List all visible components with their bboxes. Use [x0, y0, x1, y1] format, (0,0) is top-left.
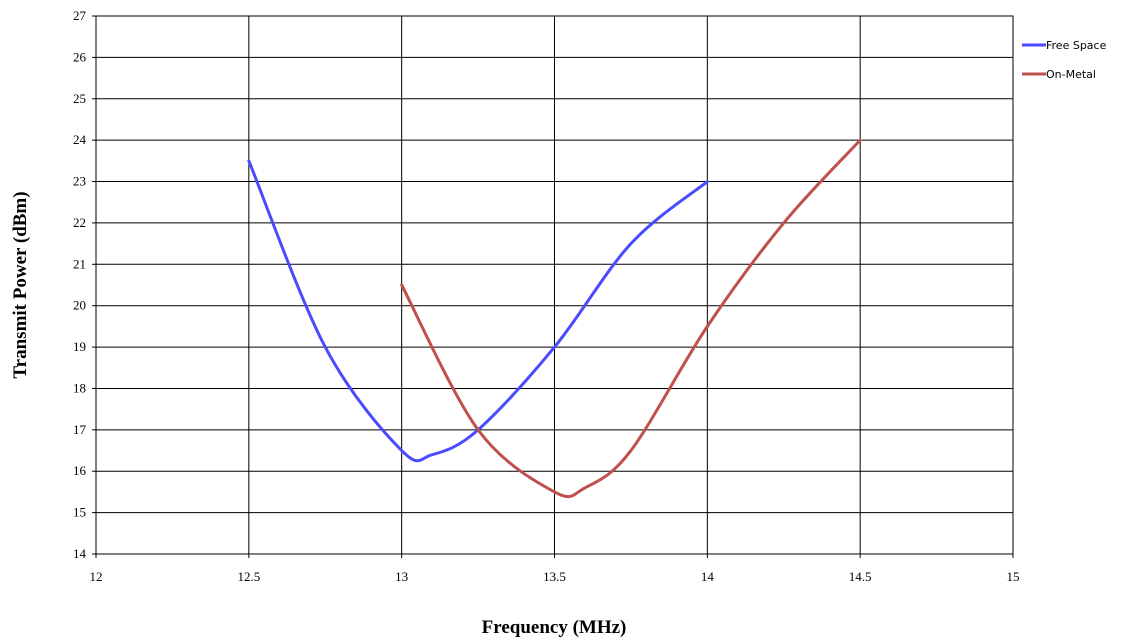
x-tick-label: 14.5 — [849, 569, 872, 584]
y-tick-label: 23 — [73, 174, 86, 189]
legend-label-free-space: Free Space — [1046, 39, 1107, 52]
legend-label-on-metal: On-Metal — [1046, 68, 1096, 81]
y-tick-label: 18 — [73, 380, 86, 395]
y-tick-label: 17 — [73, 422, 87, 437]
series-lines — [247, 138, 862, 499]
y-tick-label: 22 — [73, 215, 86, 230]
y-tick-label: 16 — [73, 463, 87, 478]
y-tick-label: 21 — [73, 256, 86, 271]
plot-border — [95, 15, 1014, 555]
y-tick-label: 20 — [73, 298, 86, 313]
y-tick-label: 26 — [73, 49, 87, 64]
y-tick-label: 25 — [73, 91, 86, 106]
x-tick-label: 15 — [1007, 569, 1020, 584]
x-tick-label: 12.5 — [237, 569, 260, 584]
y-tick-label: 15 — [73, 505, 86, 520]
x-tick-label: 14 — [701, 569, 715, 584]
x-axis-ticks: 12 12.5 13 13.5 14 14.5 15 — [90, 554, 1020, 584]
y-tick-label: 19 — [73, 339, 86, 354]
series-line-free-space — [247, 159, 709, 463]
y-axis-title: Transmit Power (dBm) — [10, 191, 31, 378]
y-tick-label: 14 — [73, 546, 87, 561]
y-axis-ticks: 14 15 16 17 18 19 20 21 22 23 24 25 26 27 — [73, 8, 96, 561]
x-tick-label: 13 — [395, 569, 408, 584]
x-tick-label: 13.5 — [543, 569, 566, 584]
x-tick-label: 12 — [90, 569, 103, 584]
y-tick-label: 24 — [73, 132, 87, 147]
legend: Free Space On-Metal — [1022, 39, 1107, 81]
x-axis-title: Frequency (MHz) — [482, 617, 627, 638]
series-line-on-metal — [400, 138, 862, 499]
y-tick-label: 27 — [73, 8, 87, 23]
